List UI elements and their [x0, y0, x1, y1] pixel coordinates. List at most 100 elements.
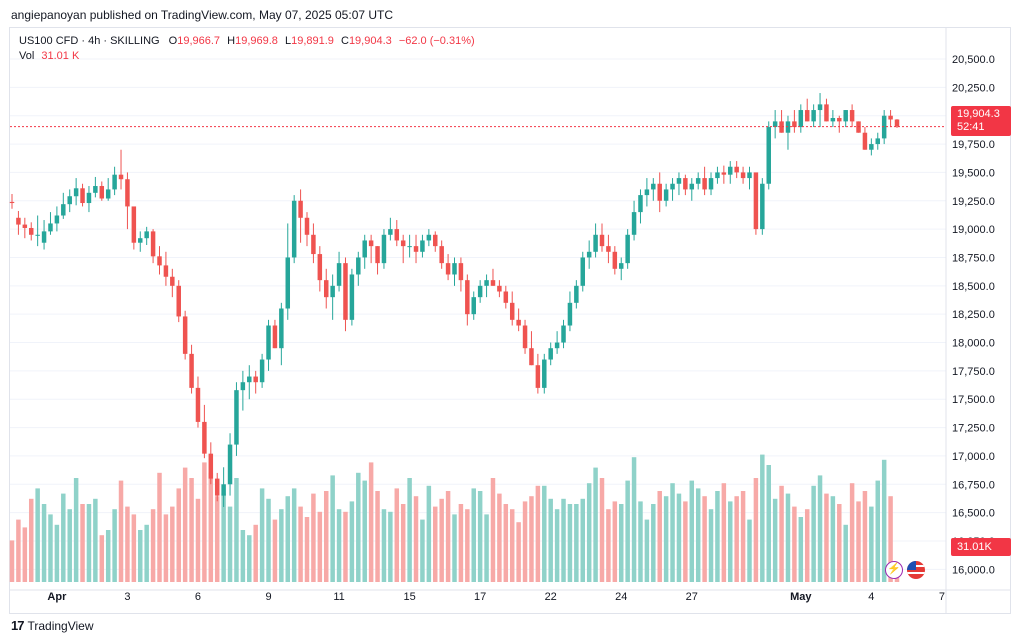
time-tick-label: 9: [265, 591, 271, 603]
candle-body: [811, 110, 816, 122]
volume-bar: [362, 480, 367, 582]
volume-bar: [708, 509, 714, 582]
volume-bar: [202, 462, 207, 582]
volume-bar: [388, 511, 393, 582]
candle-body: [433, 234, 438, 247]
candle-body: [477, 285, 483, 298]
candle-body: [574, 285, 579, 303]
volume-bar: [548, 498, 553, 582]
price-tick-label: 17,250.0: [952, 423, 995, 435]
volume-tag: 31.01K: [951, 538, 1011, 556]
price-tick-label: 16,500.0: [952, 508, 995, 520]
volume-bar: [150, 509, 156, 582]
volume-bar: [477, 491, 483, 582]
candle-body: [888, 115, 893, 120]
candle-body: [702, 178, 707, 190]
volume-bar: [311, 493, 316, 582]
volume-bar: [304, 517, 310, 582]
volume-bar: [516, 522, 521, 582]
volume-bar: [824, 493, 829, 582]
candle-body: [728, 166, 733, 175]
volume-bar: [542, 485, 547, 582]
volume-bar: [766, 465, 771, 582]
volume-bar: [112, 509, 117, 582]
candle-body: [298, 200, 303, 218]
volume-bar: [131, 514, 137, 582]
candle-body: [407, 246, 412, 248]
volume-bar: [48, 514, 53, 582]
volume-bar: [420, 519, 425, 582]
volume-bar: [599, 478, 605, 582]
volume-bar: [41, 504, 47, 582]
candle-body: [439, 246, 444, 264]
legend-row-volume: Vol 31.01 K: [19, 50, 80, 62]
volume-bar: [330, 475, 335, 582]
candle-body: [272, 325, 278, 349]
volume-bar: [458, 504, 464, 582]
volume-bar: [529, 496, 534, 582]
volume-bar: [99, 535, 105, 582]
candle-body: [535, 365, 541, 388]
volume-bar: [465, 509, 470, 582]
price-tick-label: 17,500.0: [952, 394, 995, 406]
candle-body: [285, 257, 291, 309]
candle-body: [586, 251, 592, 258]
candle-body: [631, 212, 637, 235]
us-flag-icon[interactable]: [907, 561, 925, 579]
tradingview-logo-icon: 17: [11, 618, 25, 633]
footer-brand[interactable]: 17 TradingView: [11, 618, 94, 633]
volume-bar: [580, 498, 586, 582]
candle-body: [753, 172, 759, 230]
volume-bar: [522, 501, 528, 582]
volume-bar: [73, 478, 79, 582]
lightning-icon[interactable]: ⚡: [885, 561, 903, 579]
price-tick-label: 20,500.0: [952, 54, 995, 66]
candle-body: [593, 234, 598, 252]
brand-name: TradingView: [27, 618, 94, 633]
volume-bar: [683, 501, 688, 582]
candle-body: [317, 254, 323, 281]
candle-body: [651, 183, 656, 190]
candle-body: [772, 121, 778, 128]
candle-body: [343, 263, 348, 320]
candle-body: [734, 166, 739, 173]
price-tick-label: 18,250.0: [952, 309, 995, 321]
candle-body: [894, 119, 900, 127]
volume-bar: [817, 475, 823, 582]
price-tick-label: 16,000.0: [952, 564, 995, 576]
candle-body: [606, 246, 611, 252]
volume-bar: [214, 496, 220, 582]
volume-bar: [830, 496, 836, 582]
candle-body: [279, 308, 284, 349]
volume-bar: [561, 498, 566, 582]
volume-bar: [163, 514, 169, 582]
time-tick-label: 6: [195, 591, 201, 603]
volume-bar: [606, 509, 611, 582]
volume-bar: [670, 483, 675, 582]
volume-bar: [170, 506, 175, 582]
volume-bar: [381, 509, 387, 582]
candle-body: [881, 115, 887, 139]
volume-bar: [144, 524, 149, 582]
volume-bar: [490, 478, 496, 582]
volume-bar: [503, 504, 509, 582]
candle-body: [708, 178, 714, 190]
volume-bar: [804, 509, 810, 582]
volume-bar: [22, 527, 28, 582]
candle-body: [695, 178, 701, 184]
volume-bar: [792, 506, 797, 582]
volume-bar: [631, 457, 637, 582]
volume-bar: [785, 493, 791, 582]
volume-bar: [779, 485, 784, 582]
candle-body: [452, 263, 457, 275]
volume-bar: [862, 491, 868, 582]
candle-body: [522, 325, 528, 349]
candle-body: [48, 223, 53, 232]
candle-body: [73, 188, 79, 197]
volume-bar: [618, 504, 624, 582]
volume-bar: [484, 514, 489, 582]
volume-bar: [663, 496, 669, 582]
candle-body: [465, 280, 470, 315]
volume-bar: [138, 530, 143, 582]
